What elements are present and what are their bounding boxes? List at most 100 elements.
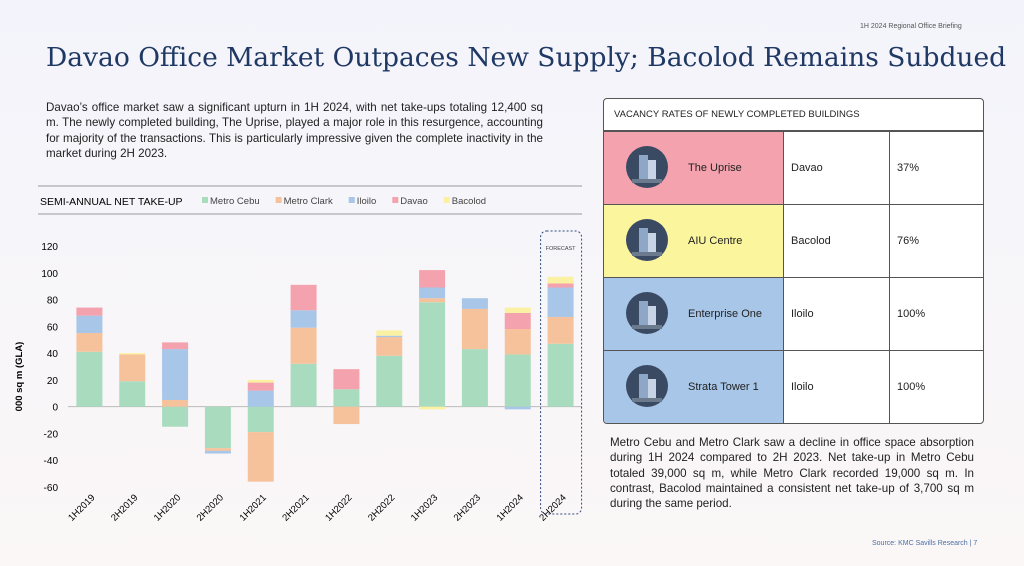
bar-segment [76,351,103,407]
building-photo [626,145,668,191]
city-cell: Iloilo [784,351,890,423]
bar-segment [504,312,531,330]
building-name: Strata Tower 1 [688,381,759,393]
vacancy-cell: 37% [897,162,920,174]
bar-segment [247,382,274,391]
source: Source: KMC Savills Research | 7 [872,540,978,547]
photo-icon [626,145,668,188]
building-cell: Enterprise One [604,278,784,350]
legend-label: Iloilo [357,196,377,207]
legend-label: Metro Clark [284,196,333,207]
table-row: Strata Tower 1 Iloilo 100% [604,350,983,423]
building-name: AIU Centre [688,235,743,247]
bar-segment [547,283,574,288]
bar-segment [376,335,403,338]
bar-segment [76,307,103,316]
bar-segment [333,369,360,390]
y-tick-label: -40 [44,456,59,467]
table-row: AIU Centre Bacolod 76% [604,204,983,277]
table-title: VACANCY RATES OF NEWLY COMPLETED BUILDIN… [604,99,983,131]
legend-swatch [275,197,282,203]
x-tick-label: 1H2020 [152,492,183,523]
bar-segment [162,342,189,350]
chart-title: SEMI-ANNUAL NET TAKE-UP [40,196,183,208]
x-tick-label: 2H2022 [366,492,397,523]
bar-segment [461,308,488,350]
vacancy-cell: 100% [897,308,926,320]
bar-segment [162,399,189,407]
bar-segment [333,406,360,425]
bar-segment [419,302,446,407]
bar-segment [419,406,446,410]
bar-segment [119,381,146,407]
table-row: The Uprise Davao 37% [604,131,983,204]
bar-segment [119,353,146,355]
bar-segment [504,307,531,313]
legend-swatch [202,197,208,203]
x-tick-label: 1H2019 [66,492,97,523]
x-tick-label: 2H2023 [452,492,483,523]
bar-segment [290,363,317,407]
building-cell: The Uprise [604,132,784,204]
y-tick-label: 0 [52,403,58,414]
bar-segment [247,379,274,383]
city-cell: Davao [784,132,890,204]
legend-swatch [348,197,355,203]
y-tick-label: 100 [41,269,58,280]
y-tick-label: 120 [41,242,58,253]
city-cell: Iloilo [784,278,890,350]
slide-title: Davao Office Market Outpaces New Supply;… [46,42,1007,73]
legend-swatch [443,197,450,203]
vacancy-table: VACANCY RATES OF NEWLY COMPLETED BUILDIN… [603,98,984,424]
bar-segment [290,310,317,328]
bar-segment [162,406,189,427]
bar-segment [247,406,274,433]
y-axis-label: 000 sq m (GLA) [14,342,25,412]
bar-segment [504,329,531,355]
building-photo [626,364,668,410]
bar-segment [547,276,574,284]
y-tick-label: 80 [47,296,59,307]
bar-segment [376,337,403,356]
forecast-box [540,230,583,515]
bar-segment [119,354,146,382]
y-tick-label: -20 [44,429,59,440]
intro-text: Davao’s office market saw a significant … [46,101,543,160]
bar-segment [504,406,531,410]
x-tick-label: 2H2020 [195,492,226,523]
building-photo [626,218,668,264]
vacancy-cell: 100% [897,381,926,393]
bar-segment [419,298,446,303]
x-tick-label: 2H2021 [280,492,311,523]
bar-segment [419,270,446,288]
bar-segment [547,287,574,317]
building-cell: Strata Tower 1 [604,351,784,423]
photo-icon [626,291,668,334]
y-tick-label: 40 [47,349,59,360]
bar-segment [461,349,488,407]
x-tick-label: 1H2024 [495,492,526,523]
photo-icon [626,364,668,407]
forecast-label: FORECAST [546,246,577,252]
bar-segment [461,298,488,309]
bar-segment [204,448,231,451]
bar-segment [376,330,403,336]
bar-segment [247,390,274,407]
header-note: 1H 2024 Regional Office Briefing [860,23,962,30]
x-tick-label: 2H2024 [537,492,568,523]
legend-swatch [392,197,399,203]
bar-segment [376,355,403,407]
x-tick-label: 1H2021 [238,492,269,523]
bar-segment [547,343,574,407]
bar-segment [162,349,189,400]
bar-segment [547,316,574,344]
chart: SEMI-ANNUAL NET TAKE-UP Metro Cebu Metro C… [14,185,583,524]
bar-segment [204,450,231,454]
building-cell: AIU Centre [604,205,784,277]
x-tick-label: 1H2023 [409,492,440,523]
vacancy-cell: 76% [897,235,920,247]
building-photo [626,291,668,337]
y-tick-label: -60 [44,483,59,494]
building-name: The Uprise [688,162,742,174]
